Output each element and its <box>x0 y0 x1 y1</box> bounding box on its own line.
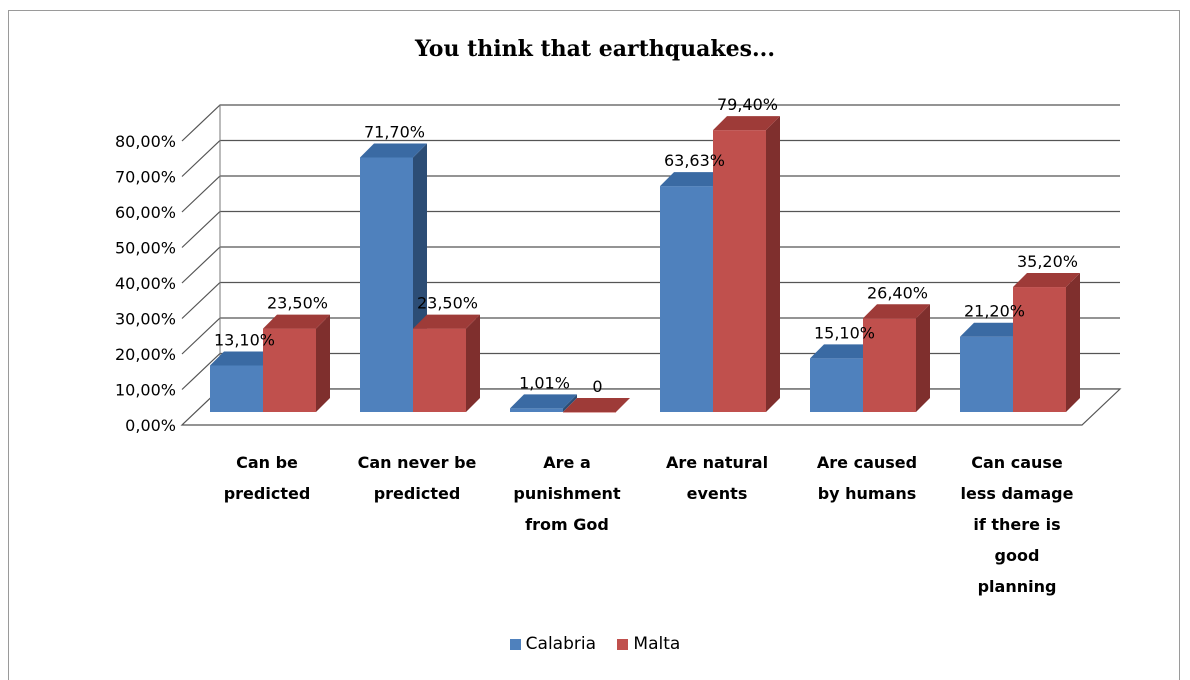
y-tick-label: 50,00% <box>115 239 176 258</box>
category-labels: Can be predicted Can never be predicted Are … <box>224 453 1074 596</box>
category-label: Are a <box>543 453 591 472</box>
bar-top <box>810 344 877 359</box>
category-label: punishment <box>513 484 621 503</box>
legend-label-malta: Malta <box>633 634 681 654</box>
data-label: 79,40% <box>717 95 778 114</box>
bar-front <box>263 328 316 412</box>
bar-front <box>863 318 916 412</box>
category-label: planning <box>978 577 1057 596</box>
y-tick-label: 40,00% <box>115 274 176 293</box>
legend-swatch-calabria <box>509 638 521 650</box>
bar-top <box>510 394 577 409</box>
y-tick-label: 0,00% <box>125 416 176 435</box>
bar-front <box>810 358 863 412</box>
category-label: less damage <box>961 484 1074 503</box>
bar-top <box>210 351 277 366</box>
data-label: 23,50% <box>417 294 478 313</box>
y-tick-label: 60,00% <box>115 203 176 222</box>
bar-top <box>563 398 630 412</box>
category-label: if there is <box>973 515 1060 534</box>
category-label: Can never be <box>358 453 477 472</box>
legend: Calabria Malta <box>0 634 1190 654</box>
category-label: events <box>687 484 748 503</box>
category-label: Can cause <box>971 453 1063 472</box>
gridline <box>181 139 1120 177</box>
data-label: 26,40% <box>867 283 928 302</box>
bar-front <box>563 412 616 413</box>
category-label: Are caused <box>817 453 917 472</box>
data-label: 63,63% <box>664 151 725 170</box>
y-tick-label: 30,00% <box>115 310 176 329</box>
data-label: 23,50% <box>267 294 328 313</box>
legend-item-malta: Malta <box>617 634 680 654</box>
category-label: by humans <box>818 484 917 503</box>
data-label: 1,01% <box>519 373 570 392</box>
y-tick-label: 70,00% <box>115 168 176 187</box>
category-label: Can be <box>236 453 298 472</box>
bar-front <box>210 365 263 412</box>
bar-malta-3 <box>713 116 780 412</box>
y-tick-label: 80,00% <box>115 132 176 151</box>
gridline <box>181 210 1120 248</box>
category-label: good <box>995 546 1040 565</box>
data-label: 0 <box>592 377 602 396</box>
bar-malta-5 <box>1013 273 1080 412</box>
bar-malta-4 <box>863 304 930 412</box>
bars <box>210 116 1080 413</box>
category-label: from God <box>525 515 609 534</box>
bar-front <box>960 336 1013 412</box>
y-axis-ticks: 0,00% 10,00% 20,00% 30,00% 40,00% 50,00% 60,00… <box>115 132 176 435</box>
bar-side <box>563 394 577 412</box>
legend-item-calabria: Calabria <box>509 634 597 654</box>
bar-front <box>713 130 766 412</box>
legend-label-calabria: Calabria <box>525 634 597 654</box>
bar-top <box>713 116 780 131</box>
bar-front <box>1013 287 1066 412</box>
data-label: 35,20% <box>1017 252 1078 271</box>
bar-side <box>766 116 780 412</box>
bar-side <box>916 304 930 412</box>
bar-top <box>1013 273 1080 288</box>
bar-side <box>316 314 330 412</box>
y-tick-label: 10,00% <box>115 381 176 400</box>
gridlines <box>181 104 1120 426</box>
gridline <box>181 175 1120 213</box>
bar-top <box>360 143 427 158</box>
category-label: Are natural <box>666 453 768 472</box>
gridline <box>181 246 1120 284</box>
bar-top <box>960 322 1027 337</box>
y-tick-label: 20,00% <box>115 345 176 364</box>
data-label: 21,20% <box>964 302 1025 321</box>
chart-title: You think that earthquakes... <box>414 36 775 62</box>
data-labels: 13,10% 23,50% 71,70% 23,50% 1,01% 0 63,63% 79,4… <box>214 95 1078 396</box>
data-label: 15,10% <box>814 323 875 342</box>
legend-swatch-malta <box>617 638 629 650</box>
bar-malta-0 <box>263 314 330 412</box>
gridline <box>181 104 1120 142</box>
bar-side <box>466 314 480 412</box>
bar-top <box>863 304 930 319</box>
bar-malta-1 <box>413 314 480 412</box>
bar-top <box>413 314 480 329</box>
bar-side <box>1066 273 1080 412</box>
bar-front <box>413 328 466 412</box>
bar-calabria-2 <box>510 394 577 412</box>
bar-top <box>660 172 727 187</box>
bar-front <box>660 186 713 412</box>
data-label: 71,70% <box>364 122 425 141</box>
bar-front <box>360 157 413 412</box>
data-label: 13,10% <box>214 330 275 349</box>
category-label: predicted <box>224 484 311 503</box>
bar-front <box>510 408 563 412</box>
bar-malta-2 <box>563 398 630 413</box>
category-label: predicted <box>374 484 461 503</box>
bar-top <box>263 314 330 329</box>
